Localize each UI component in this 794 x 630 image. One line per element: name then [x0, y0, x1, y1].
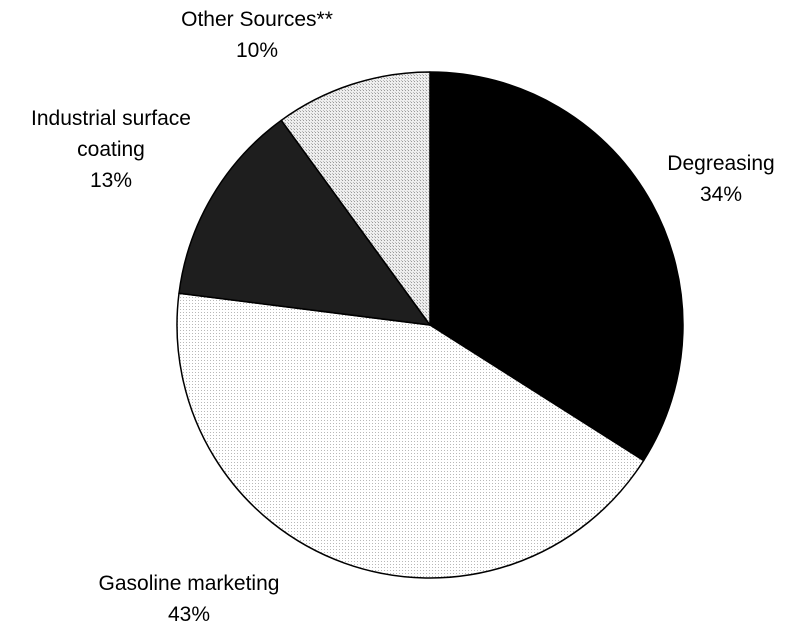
pie-slice-industrial-surface-coating	[178, 119, 431, 326]
pie-slices	[176, 71, 684, 579]
pie-slice-gasoline-marketing	[176, 292, 645, 579]
label-other-sources: Other Sources** 10%	[181, 8, 333, 62]
pie-slice-degreasing	[429, 71, 684, 462]
label-degreasing-text: Degreasing	[667, 152, 774, 175]
label-other-sources-text: Other Sources**	[181, 8, 333, 31]
label-gasoline-marketing: Gasoline marketing 43%	[99, 572, 280, 626]
label-gasoline-marketing-text: Gasoline marketing	[99, 572, 280, 595]
label-industrial-surface-coating-value: 13%	[90, 169, 132, 192]
label-gasoline-marketing-value: 43%	[168, 603, 210, 626]
label-industrial-surface-coating: Industrial surface coating 13%	[31, 107, 191, 192]
label-degreasing-value: 34%	[700, 183, 742, 206]
label-industrial-surface-coating-text: Industrial surface	[31, 107, 191, 130]
label-degreasing: Degreasing 34%	[667, 152, 774, 206]
pie-labels: Degreasing 34% Gasoline marketing 43% Indust…	[31, 8, 775, 626]
label-other-sources-value: 10%	[236, 39, 278, 62]
pie-slice-other-sources	[280, 71, 431, 326]
label-industrial-surface-coating-text: coating	[77, 138, 145, 161]
